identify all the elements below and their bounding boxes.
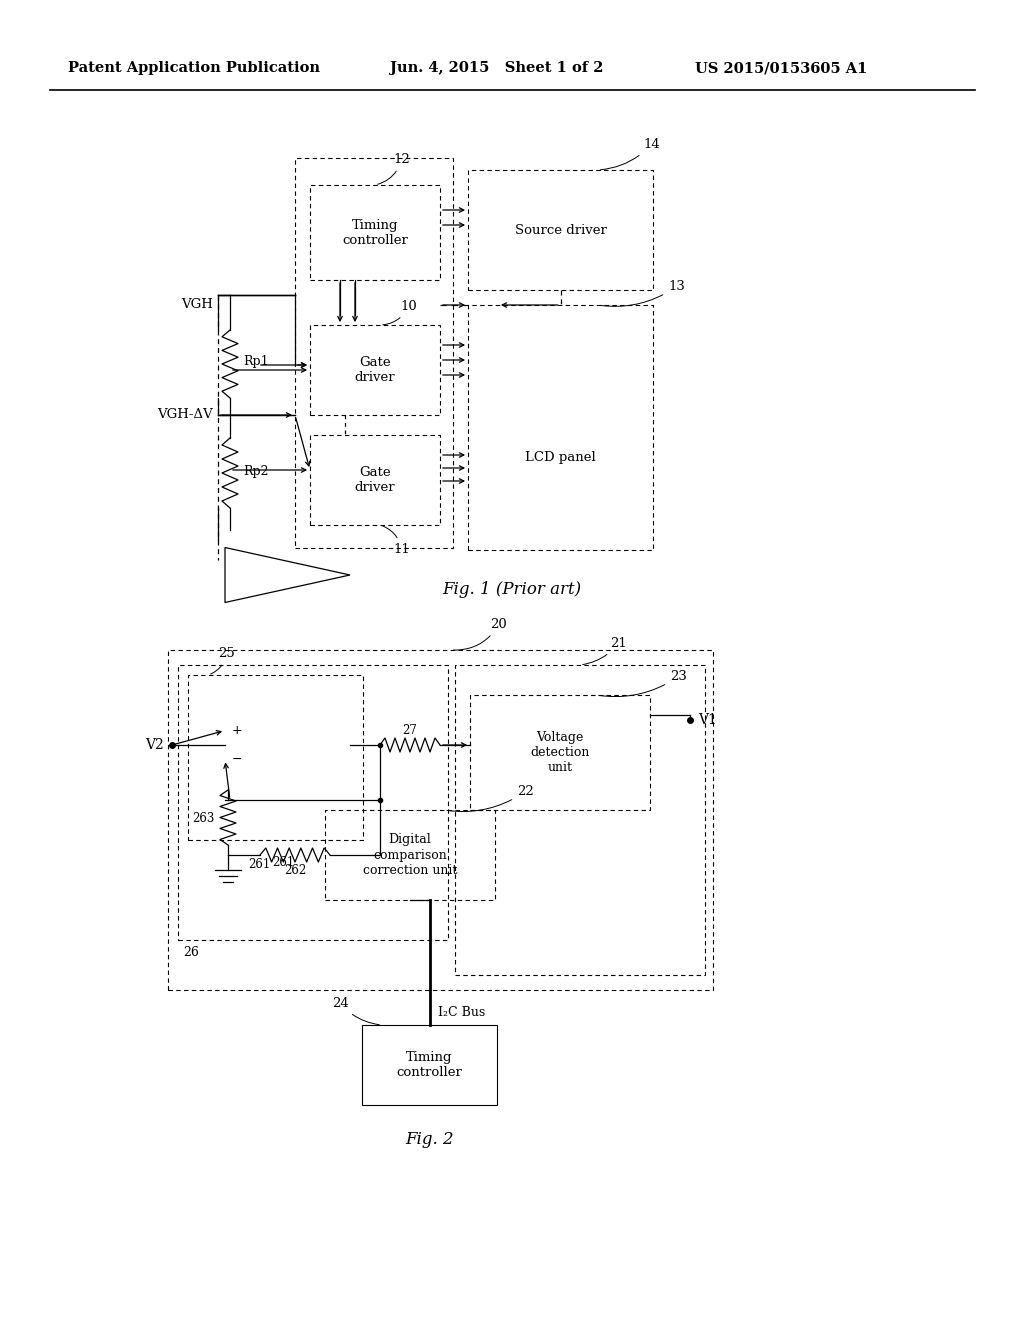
Text: 14: 14 [600,139,659,170]
Bar [468,305,653,550]
Text: Fig. 1 (Prior art): Fig. 1 (Prior art) [442,582,582,598]
Text: Patent Application Publication: Patent Application Publication [68,61,319,75]
Text: 20: 20 [454,618,507,651]
Bar [468,170,653,290]
Text: 10: 10 [383,300,417,325]
Bar [295,158,453,548]
Text: VGH-ΔV: VGH-ΔV [158,408,213,421]
Text: 262: 262 [284,863,306,876]
Bar [310,185,440,280]
Text: 21: 21 [583,638,627,664]
Text: Voltage
detection
unit: Voltage detection unit [530,731,590,774]
Text: I₂C Bus: I₂C Bus [437,1006,484,1019]
Text: US 2015/0153605 A1: US 2015/0153605 A1 [695,61,867,75]
Text: 12: 12 [378,153,410,185]
Text: Jun. 4, 2015   Sheet 1 of 2: Jun. 4, 2015 Sheet 1 of 2 [390,61,603,75]
Text: Timing
controller: Timing controller [342,219,408,247]
Bar [188,675,362,840]
Bar [362,1026,497,1105]
Text: Timing
controller: Timing controller [396,1051,463,1078]
Text: 26: 26 [183,945,199,958]
Text: 261: 261 [248,858,270,871]
Text: 261: 261 [272,855,294,869]
Text: LCD panel: LCD panel [525,451,596,465]
Text: 23: 23 [599,671,687,697]
Text: −: − [231,752,243,766]
Text: Gate
driver: Gate driver [354,356,395,384]
Bar [470,696,650,810]
Text: Rp1: Rp1 [243,355,268,368]
Text: Fig. 2: Fig. 2 [406,1131,455,1148]
Text: 22: 22 [446,785,534,812]
Text: Rp2: Rp2 [243,466,268,479]
Text: V2: V2 [145,738,164,752]
Text: +: + [231,725,243,738]
Bar [310,325,440,414]
Text: 24: 24 [332,997,379,1024]
Text: 25: 25 [211,647,234,675]
Text: VGH: VGH [181,298,213,312]
Bar [178,665,449,940]
Text: 27: 27 [402,723,418,737]
Text: Source driver: Source driver [515,223,606,236]
Text: Gate
driver: Gate driver [354,466,395,494]
Text: V1: V1 [698,713,717,727]
Text: 263: 263 [193,812,215,825]
Text: 13: 13 [600,280,685,306]
Bar [325,810,495,900]
Text: Digital
comparison
correction unit: Digital comparison correction unit [362,833,457,876]
Bar [310,436,440,525]
Text: 11: 11 [383,525,410,556]
Bar [455,665,705,975]
Bar [168,649,713,990]
